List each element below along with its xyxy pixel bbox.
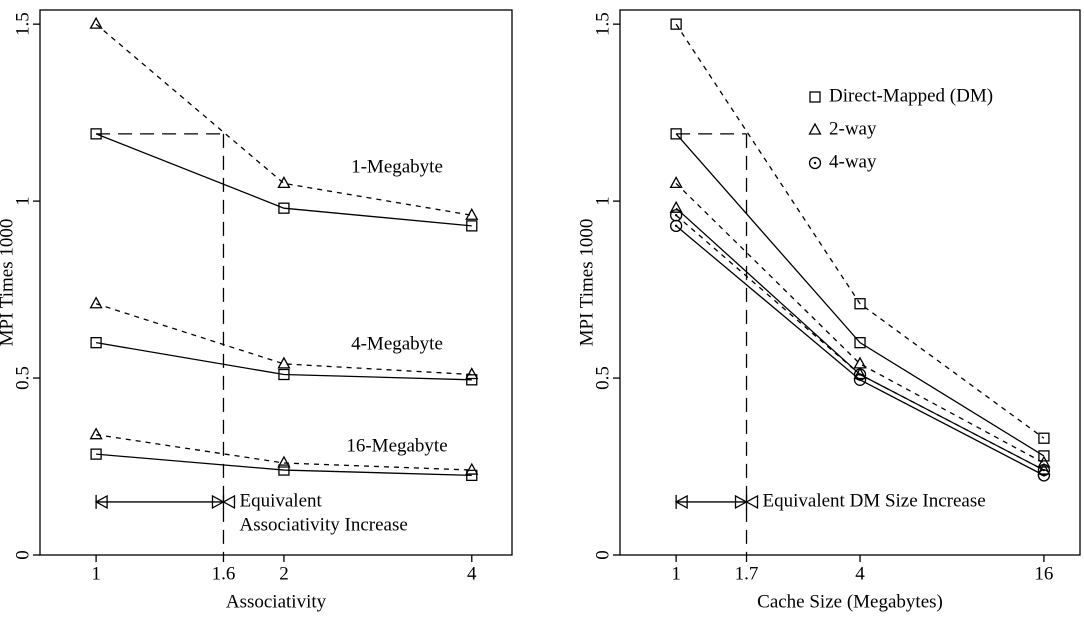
- data-point: [89, 16, 103, 29]
- x-tick-label: 2: [279, 563, 289, 584]
- group-label: 16-Megabyte: [346, 435, 447, 456]
- circle-dot: [813, 161, 817, 165]
- equivalent-label: Equivalent: [239, 490, 322, 511]
- data-point: [853, 367, 867, 380]
- data-point: [853, 373, 867, 386]
- circle-dot: [858, 378, 862, 382]
- series-line: [95, 303, 472, 376]
- data-point: [1038, 432, 1050, 444]
- circle-dot: [674, 224, 678, 228]
- data-point: [277, 356, 291, 369]
- circle-dot: [1042, 474, 1046, 477]
- legend-label: 2-way: [829, 118, 877, 139]
- data-point: [277, 455, 291, 468]
- y-tick-label: 1: [592, 196, 613, 206]
- series-line: [95, 23, 472, 216]
- x-tick-label: 1.6: [212, 563, 236, 584]
- data-point: [465, 367, 479, 380]
- y-axis-title: MPI Times 1000: [576, 219, 597, 347]
- plot-frame: [39, 9, 513, 556]
- equivalent-arrow: [94, 494, 236, 510]
- data-point: [1037, 462, 1051, 475]
- x-tick-label: 16: [1034, 563, 1053, 584]
- data-point: [89, 427, 103, 440]
- data-point: [466, 469, 478, 482]
- series-line: [675, 182, 1045, 464]
- series-line: [675, 133, 1045, 457]
- y-axis-title: MPI Times 1000: [0, 219, 17, 347]
- equivalent-arrow: [674, 494, 759, 510]
- plot-frame: [619, 9, 1081, 556]
- x-tick-label: 1.7: [735, 563, 759, 584]
- circle-outline: [669, 219, 683, 233]
- x-tick-label: 4: [467, 563, 477, 584]
- data-point: [277, 176, 291, 189]
- circle-outline: [853, 373, 867, 386]
- group-label: 4-Megabyte: [351, 333, 443, 354]
- y-tick-label: 0.5: [592, 366, 613, 390]
- y-tick-label: 1.5: [592, 12, 613, 36]
- circle-outline: [808, 156, 822, 170]
- data-point: [669, 176, 683, 189]
- data-point: [1038, 450, 1050, 462]
- data-point: [466, 374, 478, 386]
- equivalent-label: Associativity Increase: [239, 514, 407, 535]
- data-point: [1037, 455, 1051, 468]
- y-tick-label: 1: [12, 196, 33, 206]
- data-point: [90, 337, 102, 349]
- data-point: [466, 220, 478, 232]
- data-point: [89, 296, 103, 309]
- data-point: [90, 128, 102, 140]
- data-point: [669, 209, 683, 222]
- data-point: [278, 202, 290, 214]
- x-tick-label: 4: [855, 563, 865, 584]
- data-point: [465, 462, 479, 475]
- data-point: [854, 298, 866, 310]
- series-line: [675, 23, 1045, 439]
- circle-outline: [1037, 469, 1051, 482]
- data-point: [465, 207, 479, 220]
- x-tick-label: 1: [671, 563, 681, 584]
- data-point: [669, 219, 683, 233]
- legend-marker: [809, 91, 821, 103]
- legend-label: 4-way: [829, 151, 877, 172]
- series-line: [96, 434, 472, 471]
- data-point: [669, 200, 683, 213]
- x-axis-title: Cache Size (Megabytes): [757, 591, 943, 612]
- y-tick-label: 1.5: [12, 12, 33, 36]
- y-tick-label: 0: [592, 550, 613, 560]
- circle-dot: [674, 214, 678, 217]
- x-tick-label: 1: [91, 563, 101, 584]
- series-line: [96, 453, 472, 477]
- group-label: 1-Megabyte: [351, 156, 443, 177]
- series-line: [95, 342, 472, 381]
- data-point: [278, 464, 290, 476]
- data-point: [1037, 469, 1051, 482]
- legend-label: Direct-Mapped (DM): [829, 85, 993, 106]
- equivalent-label: Equivalent DM Size Increase: [763, 490, 986, 511]
- data-point: [90, 448, 102, 460]
- data-point: [854, 337, 866, 349]
- legend-marker: [808, 156, 822, 170]
- data-point: [278, 368, 290, 381]
- y-tick-label: 0: [12, 550, 33, 560]
- data-point: [670, 128, 682, 140]
- legend-marker: [808, 122, 822, 135]
- data-point: [670, 18, 682, 30]
- x-axis-title: Associativity: [226, 591, 327, 612]
- y-tick-label: 0.5: [12, 366, 33, 390]
- series-line: [675, 207, 1045, 471]
- series-line: [95, 133, 472, 227]
